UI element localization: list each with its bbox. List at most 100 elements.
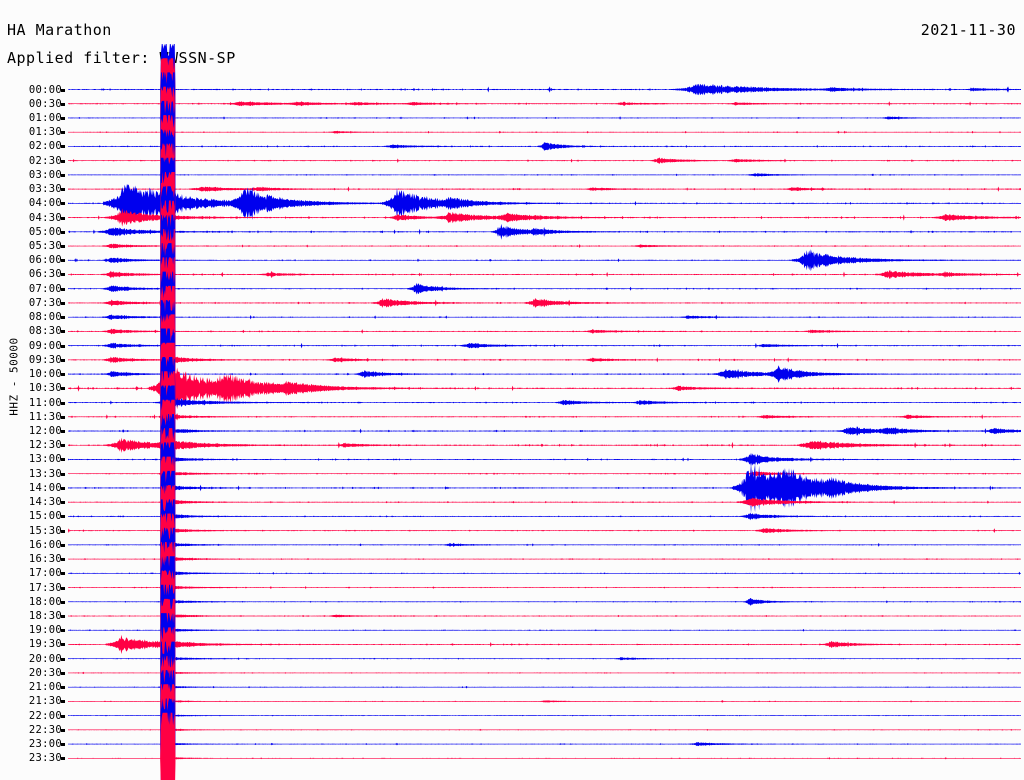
time-tick <box>61 259 65 263</box>
time-label: 17:00 <box>28 567 62 580</box>
time-label: 03:30 <box>28 183 62 196</box>
seismogram-trace <box>68 428 1021 520</box>
time-tick <box>61 529 65 533</box>
seismogram-trace <box>68 271 1021 363</box>
time-label: 22:00 <box>28 709 62 722</box>
time-tick <box>61 572 65 576</box>
time-label: 18:30 <box>28 610 62 622</box>
time-tick <box>61 714 65 718</box>
seismogram-trace <box>68 584 1021 676</box>
seismogram-trace <box>68 470 1021 562</box>
seismogram-trace <box>68 200 1021 292</box>
time-tick <box>61 615 65 618</box>
time-tick <box>61 430 65 434</box>
seismogram-trace <box>68 613 1021 705</box>
time-tick <box>61 515 65 519</box>
seismogram-trace <box>68 698 1021 780</box>
time-tick <box>61 116 65 120</box>
seismogram-trace <box>68 527 1021 619</box>
time-tick <box>61 273 65 277</box>
seismogram-trace <box>68 314 1021 406</box>
time-tick <box>61 543 65 547</box>
time-tick <box>61 444 65 448</box>
time-tick <box>61 558 65 562</box>
seismogram-trace <box>68 641 1021 733</box>
time-tick <box>61 88 65 92</box>
time-label: 08:00 <box>28 311 62 324</box>
time-label: 09:00 <box>28 339 62 352</box>
station-title: HA Marathon <box>7 21 112 39</box>
time-label: 14:30 <box>28 496 62 509</box>
time-tick <box>61 586 65 590</box>
time-label: 06:00 <box>28 254 62 267</box>
seismogram-trace <box>68 157 1021 249</box>
time-tick <box>61 330 65 334</box>
seismogram-trace <box>68 243 1021 335</box>
time-label: 21:30 <box>28 695 62 708</box>
seismogram-trace <box>68 542 1021 634</box>
seismogram-trace <box>68 399 1021 491</box>
time-label: 10:30 <box>28 382 62 395</box>
seismogram-trace <box>68 385 1021 477</box>
time-label: 15:30 <box>28 524 62 537</box>
time-label: 21:00 <box>28 681 62 694</box>
seismogram-trace <box>68 186 1021 278</box>
time-label: 13:30 <box>28 467 62 480</box>
time-tick <box>61 486 65 490</box>
time-tick <box>61 686 65 690</box>
time-tick <box>61 743 65 747</box>
time-tick <box>61 671 65 675</box>
time-tick <box>61 131 65 135</box>
seismogram-trace <box>68 712 1021 780</box>
time-label: 12:00 <box>28 425 62 438</box>
seismogram-trace <box>68 300 1021 392</box>
time-tick <box>61 159 65 163</box>
time-tick <box>61 358 65 362</box>
time-label: 01:30 <box>28 126 62 139</box>
seismogram-trace <box>68 172 1021 264</box>
time-label: 09:30 <box>28 353 62 366</box>
seismogram-trace <box>68 43 1021 136</box>
time-label: 14:00 <box>28 481 62 494</box>
seismogram-trace <box>68 485 1021 577</box>
time-tick <box>61 245 65 249</box>
time-label: 04:30 <box>28 211 62 224</box>
time-label: 02:30 <box>28 154 62 167</box>
seismogram-trace <box>68 72 1021 164</box>
time-label: 20:30 <box>28 666 62 679</box>
seismogram-trace <box>68 100 1021 192</box>
time-label: 06:30 <box>28 268 62 281</box>
time-tick <box>61 501 65 505</box>
time-tick <box>61 373 65 377</box>
time-label: 03:00 <box>28 168 62 181</box>
seismogram-trace <box>68 627 1021 719</box>
seismogram-trace <box>68 86 1021 178</box>
time-label: 17:30 <box>28 581 62 594</box>
time-tick <box>61 230 65 234</box>
time-tick <box>61 401 65 405</box>
time-tick <box>61 700 65 704</box>
time-tick <box>61 472 65 476</box>
time-tick <box>61 344 65 348</box>
time-label: 19:30 <box>28 638 62 651</box>
seismogram-trace <box>68 342 1021 434</box>
seismogram-trace <box>68 598 1021 691</box>
time-label: 23:00 <box>28 738 62 751</box>
seismogram-trace <box>68 570 1021 662</box>
time-tick <box>61 757 65 761</box>
seismogram-trace <box>68 143 1021 235</box>
seismogram-trace <box>68 257 1021 349</box>
time-label: 07:00 <box>28 282 62 295</box>
time-tick <box>61 458 65 462</box>
seismogram-trace <box>68 129 1021 221</box>
time-label: 05:00 <box>28 225 62 238</box>
time-label: 07:30 <box>28 296 62 309</box>
time-tick <box>61 629 65 633</box>
time-tick <box>61 600 65 604</box>
seismogram-trace <box>68 228 1021 321</box>
time-tick <box>61 145 65 149</box>
time-tick <box>61 287 65 291</box>
time-tick <box>61 173 65 177</box>
seismogram-trace <box>68 499 1021 591</box>
